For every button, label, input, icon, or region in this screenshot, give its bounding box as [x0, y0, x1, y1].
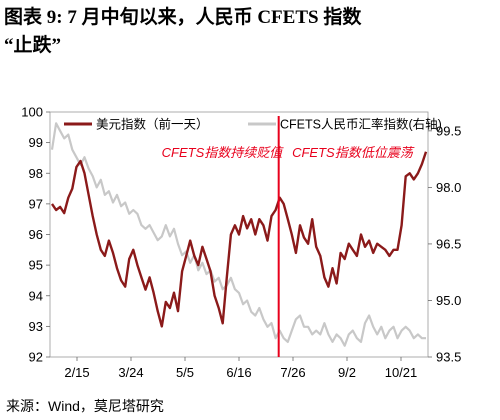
x-axis-tick-label: 3/24 [118, 365, 143, 380]
left-axis-tick-label: 97 [29, 196, 43, 211]
x-axis-tick-label: 7/26 [280, 365, 305, 380]
right-axis-tick-label: 98.0 [436, 180, 461, 195]
right-axis-tick-label: 95.0 [436, 293, 461, 308]
annotation-range-bound: CFETS指数低位震荡 [292, 145, 415, 160]
chart-frame: 92 93 94 95 96 97 98 99 100 93.5 95.0 96.5 98.0 99.5 2… [4, 90, 496, 385]
left-axis-tick-label: 92 [29, 350, 43, 365]
source-note: 来源：Wind，莫尼塔研究 [6, 398, 164, 414]
line-chart: 92 93 94 95 96 97 98 99 100 93.5 95.0 96.5 98.0 99.5 2… [21, 105, 461, 381]
figure-title-line1: 图表 9: 7 月中旬以来，人民币 CFETS 指数 [4, 7, 362, 28]
left-axis-tick-label: 98 [29, 166, 43, 181]
x-axis-tick-label: 6/16 [226, 365, 251, 380]
x-axis-tick-label: 9/2 [338, 365, 356, 380]
right-axis-tick-label: 96.5 [436, 236, 461, 251]
figure-title: 图表 9: 7 月中旬以来，人民币 CFETS 指数 “止跌” [4, 4, 496, 60]
annotation-depreciation: CFETS指数持续贬值 [162, 145, 285, 160]
legend-label-usd: 美元指数（前一天） [96, 117, 209, 132]
left-axis-tick-label: 96 [29, 227, 43, 242]
left-axis-tick-label: 94 [29, 288, 43, 303]
x-axis-tick-label: 5/5 [176, 365, 194, 380]
left-axis-tick-label: 100 [21, 105, 43, 120]
right-axis-tick-label: 99.5 [436, 123, 461, 138]
legend-label-cfets: CFETS人民币汇率指数(右轴) [280, 117, 442, 132]
figure-title-line2: “止跌” [4, 35, 62, 56]
left-axis-tick-label: 93 [29, 319, 43, 334]
left-axis-tick-label: 95 [29, 258, 43, 273]
left-axis-tick-label: 99 [29, 135, 43, 150]
series-line-cfets-index [50, 122, 426, 347]
x-axis-tick-label: 10/21 [385, 365, 418, 380]
x-axis-tick-label: 2/15 [64, 365, 89, 380]
right-axis-tick-label: 93.5 [436, 350, 461, 365]
series-line-usd-index [51, 151, 428, 328]
